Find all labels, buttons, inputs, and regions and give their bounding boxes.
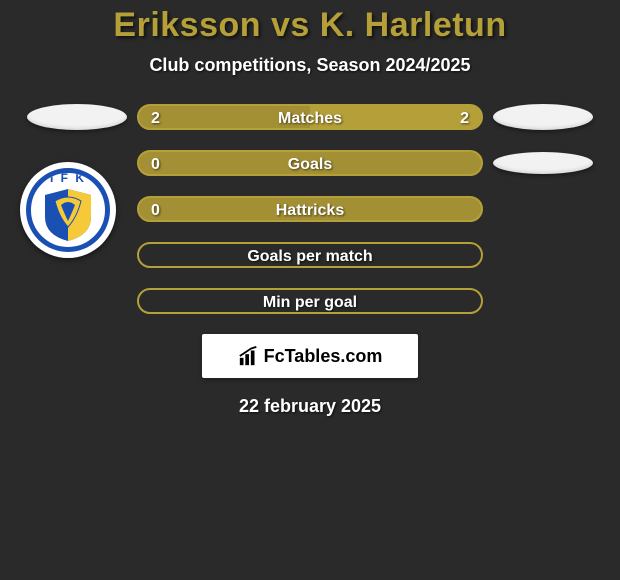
- badge-letters: I F K: [31, 171, 105, 185]
- player-ellipse-right: [493, 104, 593, 130]
- player-ellipse-right: [493, 152, 593, 174]
- stat-bar: Matches2 2: [137, 104, 483, 130]
- left-side-slot: [17, 104, 137, 130]
- stat-bar: Goals0: [137, 150, 483, 176]
- page-title: Eriksson vs K. Harletun: [0, 6, 620, 45]
- stat-row: Min per goal: [0, 288, 620, 314]
- badge-inner: I F K: [26, 168, 110, 252]
- right-side-slot: [483, 104, 603, 130]
- stat-value-left: 0: [151, 152, 160, 176]
- stat-value-left: 0: [151, 198, 160, 222]
- stat-bar: Goals per match: [137, 242, 483, 268]
- stats-area: I F K Matches22Goals0Hattricks0Goals per…: [0, 104, 620, 417]
- date-label: 22 february 2025: [0, 396, 620, 417]
- watermark-text: FcTables.com: [264, 346, 383, 367]
- stat-bar: Min per goal: [137, 288, 483, 314]
- comparison-card: Eriksson vs K. Harletun Club competition…: [0, 0, 620, 417]
- stat-label: Min per goal: [139, 290, 481, 314]
- crest-icon: [41, 187, 95, 243]
- stat-bar: Hattricks0: [137, 196, 483, 222]
- stat-label: Goals: [139, 152, 481, 176]
- stat-label: Goals per match: [139, 244, 481, 268]
- player-ellipse-left: [27, 104, 127, 130]
- left-club-badge: I F K: [20, 162, 116, 258]
- subtitle: Club competitions, Season 2024/2025: [0, 55, 620, 76]
- stat-row: Matches2 2: [0, 104, 620, 130]
- watermark: FcTables.com: [202, 334, 418, 378]
- stat-value-right: 2: [460, 106, 469, 130]
- stat-value-left: 2: [151, 106, 160, 130]
- right-side-slot: [483, 152, 603, 174]
- stat-label: Matches: [139, 106, 481, 130]
- chart-icon: [238, 345, 260, 367]
- stat-label: Hattricks: [139, 198, 481, 222]
